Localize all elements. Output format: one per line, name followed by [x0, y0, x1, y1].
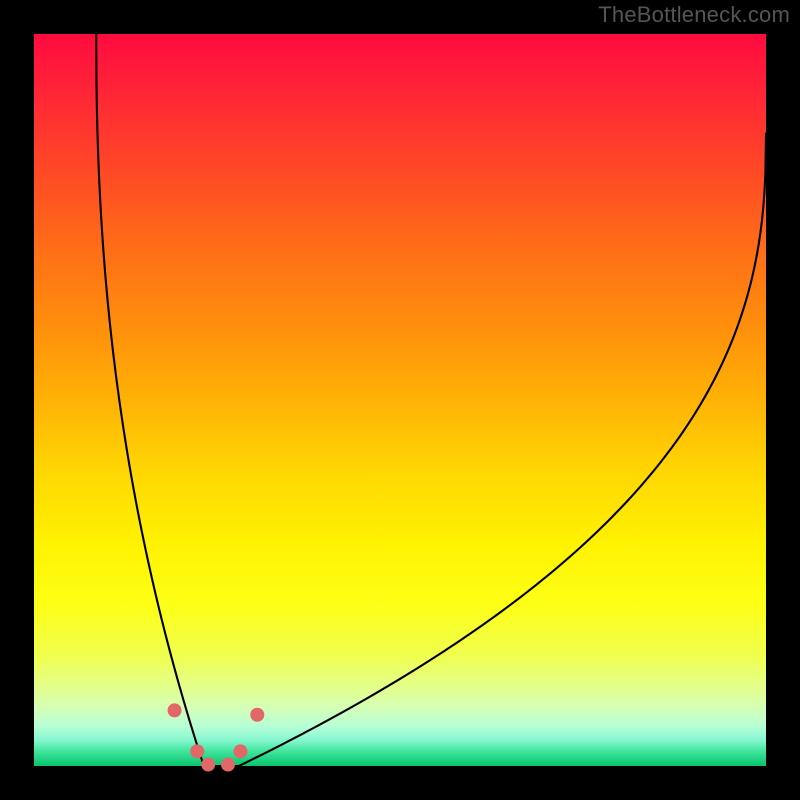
watermark-text: TheBottleneck.com: [598, 2, 790, 28]
chart-stage: TheBottleneck.com: [0, 0, 800, 800]
plot-gradient-background: [34, 34, 766, 766]
